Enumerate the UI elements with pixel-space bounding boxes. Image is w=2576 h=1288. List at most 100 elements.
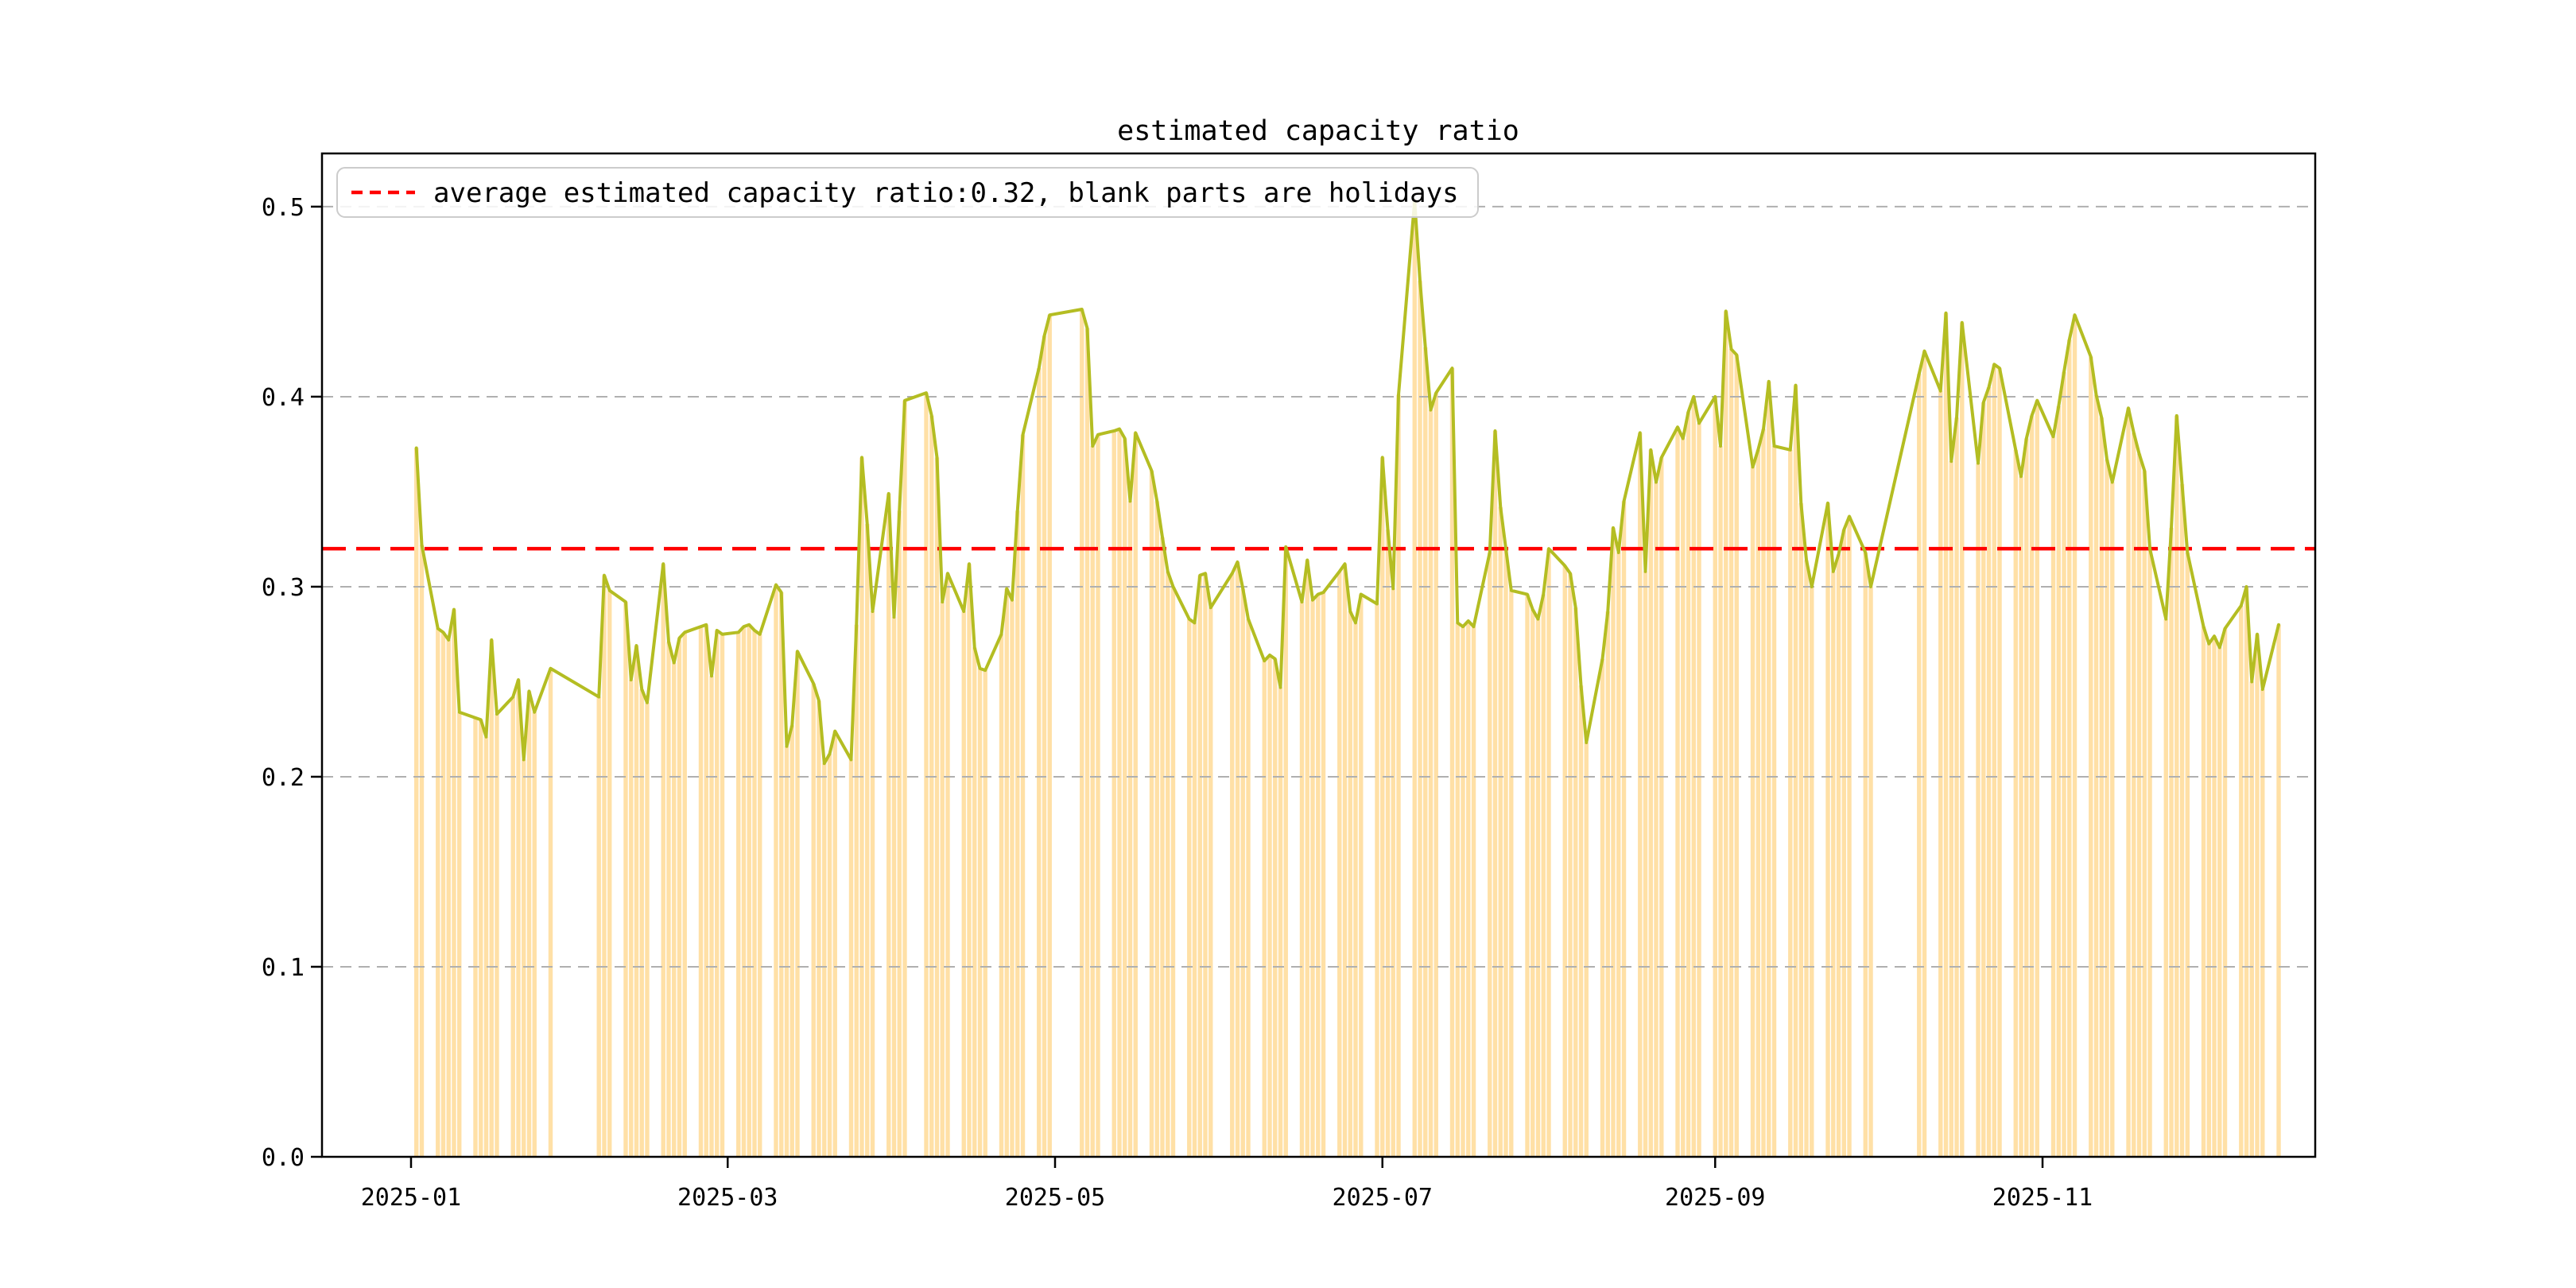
bar: [1117, 429, 1122, 1157]
bar: [902, 400, 907, 1158]
bar: [1541, 594, 1546, 1157]
bar: [1433, 393, 1438, 1157]
bar: [1943, 312, 1949, 1157]
bar: [2244, 586, 2249, 1157]
bar: [2147, 549, 2152, 1157]
bar: [1648, 449, 1653, 1157]
bar: [2136, 453, 2142, 1157]
bar: [1471, 627, 1476, 1157]
bar: [1578, 685, 1584, 1157]
bar: [2201, 627, 2206, 1157]
bar: [607, 590, 612, 1157]
legend-box: [336, 167, 1479, 218]
bar: [1037, 368, 1042, 1158]
bar: [629, 680, 634, 1157]
bar: [2206, 643, 2211, 1157]
bar: [639, 689, 644, 1157]
bar: [2179, 483, 2185, 1157]
bar: [436, 628, 440, 1157]
bar: [1004, 588, 1009, 1157]
bar: [1197, 575, 1202, 1157]
bar: [1203, 573, 1208, 1157]
bar: [1654, 482, 1658, 1157]
y-tick-label: 0.2: [262, 764, 305, 792]
bar: [983, 670, 987, 1157]
bar: [2222, 628, 2228, 1157]
bar: [2105, 459, 2109, 1157]
x-tick-label: 2025-05: [1005, 1184, 1105, 1212]
bar: [1278, 687, 1283, 1157]
bar: [1675, 427, 1680, 1157]
bar: [1015, 510, 1020, 1157]
bar: [720, 634, 725, 1157]
bar: [1535, 619, 1541, 1157]
bar: [1992, 364, 1996, 1157]
bar: [1605, 611, 1610, 1157]
bar: [891, 617, 897, 1157]
bar: [1530, 609, 1535, 1157]
bar: [811, 683, 816, 1157]
bar: [2019, 476, 2023, 1157]
bar: [602, 575, 607, 1157]
bar: [2035, 400, 2039, 1158]
bar: [1659, 457, 1664, 1157]
bar: [1096, 434, 1100, 1157]
x-tick-label: 2025-01: [361, 1184, 461, 1212]
bar: [446, 639, 451, 1157]
bar: [666, 642, 671, 1157]
bar: [1981, 402, 1986, 1157]
bar: [677, 638, 682, 1157]
bar: [2255, 634, 2260, 1157]
bar: [2163, 619, 2168, 1157]
bar: [623, 602, 628, 1157]
bar: [1020, 434, 1026, 1157]
bar: [789, 725, 794, 1157]
bar: [945, 573, 950, 1157]
bar: [972, 647, 977, 1157]
legend: average estimated capacity ratio:0.32, b…: [336, 167, 1479, 218]
bar: [1825, 502, 1830, 1157]
bar: [1767, 381, 1771, 1157]
bar: [2212, 636, 2217, 1157]
bar: [741, 627, 747, 1157]
bar: [1208, 607, 1213, 1157]
bar: [747, 624, 751, 1157]
bar: [2089, 356, 2093, 1157]
bar: [1584, 742, 1589, 1157]
bar: [1954, 417, 1959, 1157]
bar: [2110, 482, 2115, 1157]
bar: [934, 457, 940, 1157]
bar: [977, 668, 983, 1157]
bar: [2169, 527, 2174, 1157]
axis-ticks-and-labels: 0.0 0.1 0.2 0.3 0.4 0.5 2025-01 2025-03 2025-05 2…: [262, 194, 2093, 1212]
bar: [661, 564, 665, 1157]
bar: [495, 714, 499, 1157]
bar: [924, 393, 929, 1157]
y-tick-label: 0.0: [262, 1144, 305, 1172]
bar: [1616, 552, 1621, 1157]
bar: [1321, 592, 1326, 1157]
bar: [2239, 605, 2244, 1157]
x-tick-label: 2025-11: [1992, 1184, 2093, 1212]
y-tick-label: 0.4: [262, 384, 305, 412]
bar: [1734, 355, 1739, 1157]
bar: [1149, 471, 1154, 1157]
bar: [779, 592, 784, 1157]
bar: [2260, 689, 2265, 1157]
bar: [1621, 501, 1627, 1157]
bar: [870, 611, 875, 1157]
bar: [1380, 457, 1385, 1157]
bar: [1831, 571, 1836, 1157]
bar: [1428, 409, 1433, 1157]
bar: [1240, 588, 1245, 1157]
bar: [1353, 623, 1358, 1157]
bar: [709, 676, 714, 1157]
bar: [1681, 438, 1686, 1157]
bar: [2142, 471, 2147, 1157]
bar: [822, 763, 827, 1157]
bar: [1525, 594, 1530, 1157]
bar: [1391, 588, 1395, 1157]
bar: [1359, 594, 1364, 1157]
bar: [1047, 315, 1052, 1157]
